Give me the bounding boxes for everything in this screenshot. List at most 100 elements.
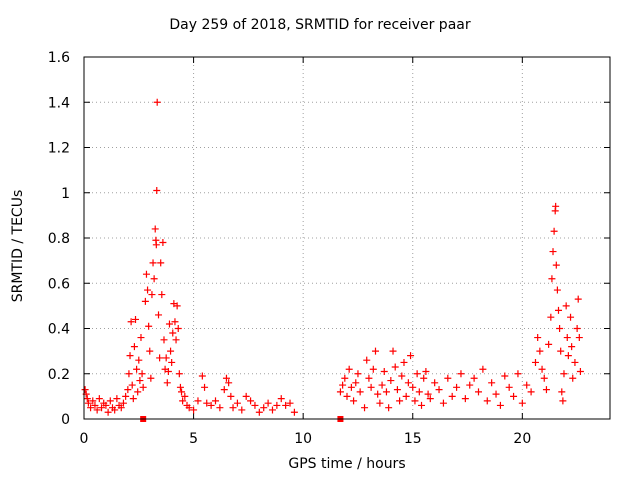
- data-point: [336, 388, 344, 396]
- data-point: [339, 381, 347, 389]
- data-point: [571, 358, 579, 366]
- data-point: [343, 392, 351, 400]
- data-point: [130, 343, 138, 351]
- data-point: [496, 401, 504, 409]
- data-point: [238, 406, 246, 414]
- y-tick-label: 0.8: [48, 231, 70, 247]
- data-point: [157, 259, 165, 267]
- data-point: [562, 302, 570, 310]
- data-point: [407, 352, 415, 360]
- data-point: [135, 356, 143, 364]
- data-point: [171, 318, 179, 326]
- data-point: [138, 370, 146, 378]
- data-point: [122, 392, 130, 400]
- data-point: [380, 367, 388, 375]
- data-point: [483, 397, 491, 405]
- data-point: [374, 390, 382, 398]
- y-tick-label: 1.6: [48, 50, 70, 66]
- data-point: [146, 347, 154, 355]
- data-point: [542, 386, 550, 394]
- data-point: [448, 392, 456, 400]
- data-point: [402, 392, 410, 400]
- data-point: [453, 383, 461, 391]
- y-tick-label: 1.2: [48, 141, 70, 157]
- data-point: [264, 399, 272, 407]
- data-point: [547, 313, 555, 321]
- data-point: [559, 397, 567, 405]
- data-point: [203, 399, 211, 407]
- data-point: [371, 347, 379, 355]
- data-point: [150, 275, 158, 283]
- data-point: [389, 347, 397, 355]
- data-point: [95, 395, 103, 403]
- data-point: [229, 404, 237, 412]
- data-point: [222, 374, 230, 382]
- data-point: [139, 383, 147, 391]
- data-point: [268, 406, 276, 414]
- data-point: [207, 401, 215, 409]
- data-point: [81, 386, 89, 394]
- data-point: [83, 395, 91, 403]
- x-axis-label: GPS time / hours: [288, 456, 406, 472]
- data-point: [282, 401, 290, 409]
- data-point: [444, 374, 452, 382]
- data-point: [552, 261, 560, 269]
- data-point: [552, 202, 560, 210]
- data-point: [573, 325, 581, 332]
- y-tick-label: 1: [61, 186, 70, 202]
- data-point: [164, 367, 172, 375]
- data-point: [152, 241, 160, 249]
- data-point: [426, 395, 434, 403]
- data-point: [554, 306, 562, 314]
- data-point: [194, 397, 202, 405]
- data-point: [174, 325, 182, 332]
- data-point: [510, 392, 518, 400]
- data-point: [396, 397, 404, 405]
- data-point: [527, 388, 535, 396]
- data-point: [117, 404, 125, 412]
- data-point: [550, 227, 558, 235]
- data-point: [367, 383, 375, 391]
- data-point: [153, 186, 161, 194]
- data-point: [106, 397, 114, 405]
- data-point: [102, 401, 110, 409]
- data-point: [352, 379, 360, 387]
- data-point: [247, 397, 255, 405]
- data-point: [415, 388, 423, 396]
- data-point: [391, 363, 399, 371]
- data-point: [168, 358, 176, 366]
- data-point: [576, 367, 584, 375]
- data-point: [398, 372, 406, 380]
- data-point: [575, 334, 583, 342]
- data-point: [356, 388, 364, 396]
- data-point: [505, 383, 513, 391]
- data-point: [385, 404, 393, 412]
- data-point: [145, 322, 153, 330]
- data-point: [127, 318, 135, 326]
- data-point: [479, 365, 487, 373]
- data-point: [548, 275, 556, 283]
- data-point: [84, 399, 92, 407]
- data-point: [564, 352, 572, 360]
- data-point: [225, 379, 233, 387]
- data-point: [501, 372, 509, 380]
- data-point: [536, 347, 544, 355]
- data-point: [387, 377, 395, 385]
- data-point: [545, 340, 553, 348]
- data-point: [461, 395, 469, 403]
- data-point: [178, 388, 186, 396]
- data-point: [534, 334, 542, 342]
- data-point: [470, 374, 478, 382]
- data-point: [563, 334, 571, 342]
- data-point: [365, 374, 373, 382]
- x-tick-label: 10: [294, 431, 312, 447]
- data-point: [439, 399, 447, 407]
- x-tick-label: 0: [80, 431, 89, 447]
- data-point: [549, 248, 557, 256]
- data-point: [233, 399, 241, 407]
- data-point: [142, 270, 150, 278]
- data-point: [132, 315, 140, 323]
- data-point: [220, 386, 228, 394]
- data-point: [431, 379, 439, 387]
